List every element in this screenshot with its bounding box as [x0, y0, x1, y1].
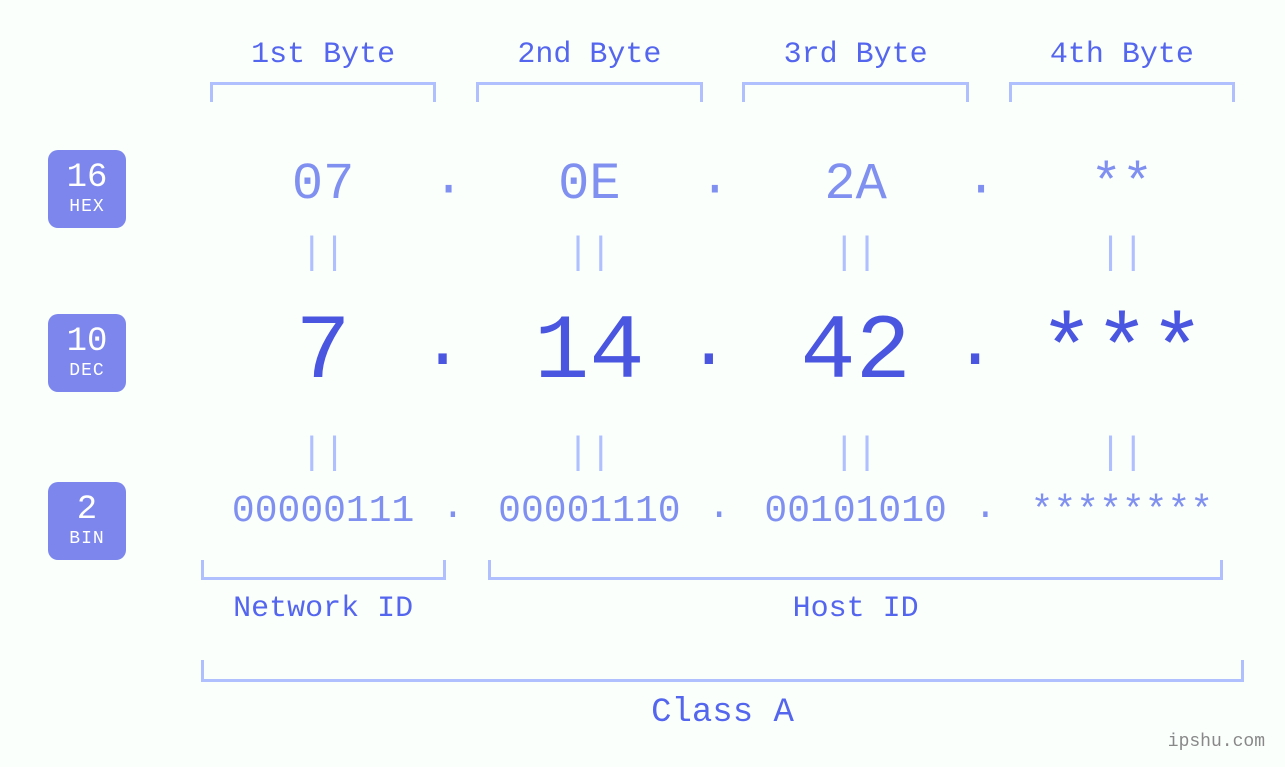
row-hex: 07. 0E. 2A. **	[190, 155, 1255, 214]
equals-glyph: ||	[989, 232, 1255, 275]
byte-header-2: 2nd Byte	[456, 38, 722, 102]
dec-byte-2: 14	[534, 300, 644, 405]
net-host-bracket-row: Network ID Host ID	[190, 560, 1255, 626]
equals-glyph: ||	[723, 432, 989, 475]
byte-header-label: 4th Byte	[1050, 38, 1194, 72]
watermark: ipshu.com	[1168, 732, 1265, 752]
row-bin: 00000111. 00001110. 00101010. ********	[190, 490, 1255, 533]
bracket-top-2	[476, 82, 702, 102]
base-number: 16	[48, 160, 126, 197]
class-bracket: Class A	[190, 660, 1255, 732]
dec-byte-1: 7	[296, 300, 351, 405]
bracket-top-1	[210, 82, 436, 102]
host-id-bracket: Host ID	[456, 560, 1255, 626]
dec-byte-4: ***	[1039, 300, 1205, 405]
bin-byte-1: 00000111	[232, 490, 414, 533]
bracket-top-4	[1009, 82, 1235, 102]
equals-glyph: ||	[989, 432, 1255, 475]
hex-byte-2: 0E	[558, 155, 620, 214]
equals-glyph: ||	[456, 432, 722, 475]
equals-row-1: || || || ||	[190, 232, 1255, 275]
base-badge-bin: 2 BIN	[48, 482, 126, 560]
row-dec: 7. 14. 42. ***	[190, 300, 1255, 405]
equals-glyph: ||	[190, 232, 456, 275]
base-label: BIN	[48, 530, 126, 550]
bin-byte-2: 00001110	[498, 490, 680, 533]
bin-byte-4: ********	[1031, 490, 1213, 533]
bracket-bottom-network	[201, 560, 446, 580]
byte-header-label: 3rd Byte	[784, 38, 928, 72]
byte-header-label: 1st Byte	[251, 38, 395, 72]
network-id-bracket: Network ID	[190, 560, 456, 626]
base-label: DEC	[48, 362, 126, 382]
hex-byte-3: 2A	[824, 155, 886, 214]
byte-header-3: 3rd Byte	[723, 38, 989, 102]
network-id-label: Network ID	[233, 592, 413, 626]
base-badge-hex: 16 HEX	[48, 150, 126, 228]
hex-byte-1: 07	[292, 155, 354, 214]
base-number: 2	[48, 492, 126, 529]
bin-byte-3: 00101010	[764, 490, 946, 533]
byte-header-1: 1st Byte	[190, 38, 456, 102]
byte-header-row: 1st Byte 2nd Byte 3rd Byte 4th Byte	[190, 38, 1255, 102]
host-id-label: Host ID	[793, 592, 919, 626]
hex-byte-4: **	[1091, 155, 1153, 214]
base-number: 10	[48, 324, 126, 361]
equals-glyph: ||	[456, 232, 722, 275]
equals-glyph: ||	[723, 232, 989, 275]
equals-row-2: || || || ||	[190, 432, 1255, 475]
base-badge-dec: 10 DEC	[48, 314, 126, 392]
base-label: HEX	[48, 198, 126, 218]
dec-byte-3: 42	[800, 300, 910, 405]
equals-glyph: ||	[190, 432, 456, 475]
byte-header-label: 2nd Byte	[517, 38, 661, 72]
byte-header-4: 4th Byte	[989, 38, 1255, 102]
bracket-top-3	[742, 82, 968, 102]
bracket-bottom-host	[488, 560, 1223, 580]
bracket-bottom-class	[201, 660, 1245, 682]
class-label: Class A	[651, 694, 794, 732]
